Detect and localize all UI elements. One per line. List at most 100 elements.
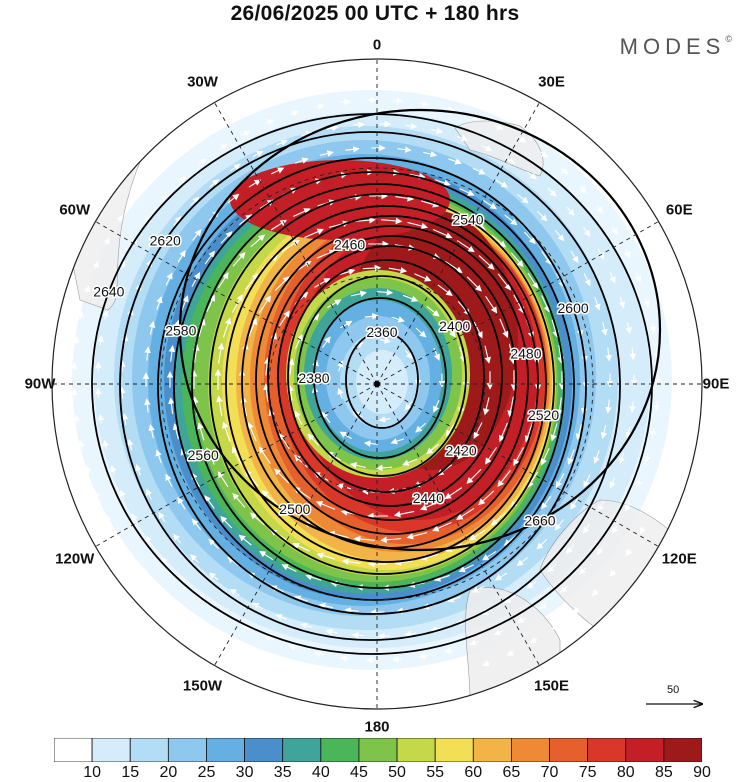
wind-arrow [457, 668, 466, 675]
wind-arrow [432, 521, 452, 532]
wind-arrow [339, 654, 350, 662]
wind-arrow [294, 410, 303, 426]
wind-arrow [206, 447, 215, 465]
wind-arrow [156, 296, 163, 310]
wind-arrow [378, 416, 391, 423]
wind-arrow [263, 357, 271, 376]
wind-arrow [145, 535, 152, 545]
wind-arrow [132, 559, 139, 567]
wind-arrow [517, 194, 529, 204]
wind-arrow [261, 490, 278, 505]
wind-arrow [473, 422, 483, 440]
wind-arrow [457, 444, 470, 460]
modes-logo: MODES© [620, 34, 732, 60]
wind-arrow [325, 628, 338, 636]
wind-arrow [609, 183, 616, 191]
colorbar-swatch [167, 738, 207, 762]
contour-label: 2580 [165, 323, 196, 339]
wind-arrow [119, 260, 126, 270]
wind-arrow [314, 278, 331, 288]
wind-arrow [624, 249, 631, 259]
wind-arrow [437, 284, 453, 297]
wind-arrow [541, 251, 552, 265]
colorbar-tick-label: 15 [121, 764, 140, 781]
wind-arrow [220, 515, 233, 529]
wind-arrow [466, 276, 482, 292]
wind-arrow [222, 421, 231, 442]
wind-arrow [600, 425, 608, 440]
wind-arrow [229, 645, 238, 652]
wind-arrow [362, 264, 382, 272]
wind-arrow [380, 536, 402, 544]
wind-arrow [206, 294, 216, 312]
wind-arrow [364, 312, 379, 320]
wind-arrow [265, 119, 275, 126]
longitude-label: 150W [182, 677, 223, 695]
wind-arrow [119, 360, 126, 373]
wind-arrow [426, 306, 440, 317]
wind-arrow [565, 544, 575, 554]
colorbar-swatch [625, 738, 665, 762]
wind-arrow [148, 320, 156, 335]
wind-arrow [248, 317, 258, 338]
wind-arrow [121, 334, 129, 347]
wind-arrow [541, 295, 550, 313]
wind-arrow [381, 217, 403, 225]
contour-line [313, 297, 447, 459]
colorbar-tick-label: 85 [654, 764, 673, 781]
wind-arrow [478, 255, 495, 270]
colorbar-tick-label: 75 [578, 764, 597, 781]
wind-arrow [539, 150, 549, 158]
wind-arrow [644, 453, 651, 464]
wind-arrow [328, 76, 338, 83]
wind-arrow [539, 602, 548, 609]
wind-arrow [120, 489, 127, 499]
wind-arrow [148, 173, 155, 181]
wind-arrow [593, 450, 600, 464]
colorbar-swatch [91, 738, 131, 762]
wind-arrow [300, 622, 312, 629]
wind-arrow [526, 171, 537, 180]
contour-labels: 2660 2640 2620 2600 2580 2560 2540 2520 2500 2480… [92, 210, 591, 530]
wind-arrow [570, 250, 579, 264]
wind-arrow [341, 558, 361, 565]
wind-arrow [161, 194, 168, 203]
wind-arrow [277, 89, 287, 96]
wind-arrow [566, 206, 575, 216]
wind-arrow [472, 167, 486, 175]
wind-arrow [354, 216, 376, 224]
wind-arrow [673, 324, 681, 333]
wind-arrow [109, 284, 116, 295]
wind-arrow [466, 468, 482, 484]
wind-arrow [483, 92, 492, 99]
wind-arrow [168, 345, 176, 362]
wind-arrow [313, 650, 324, 658]
meridian-line [376, 102, 540, 385]
wind-arrow [547, 187, 557, 197]
wind-arrow [527, 272, 539, 289]
wind-arrow [459, 346, 466, 363]
wind-arrow [92, 260, 99, 269]
colorbar-tick-label: 80 [616, 764, 635, 781]
contour-line [345, 331, 419, 429]
wind-arrow [493, 629, 503, 636]
wind-arrow [294, 595, 308, 602]
wind-arrow [247, 421, 257, 442]
wind-arrow [597, 248, 605, 260]
wind-arrow [570, 497, 579, 510]
wind-arrow [148, 579, 156, 587]
wind-arrow [363, 440, 378, 447]
wind-arrow [551, 622, 560, 630]
wind-arrow [404, 630, 417, 638]
wind-arrow [583, 273, 591, 287]
contour-label: 2520 [528, 407, 559, 423]
contour-label: 2660 [524, 513, 555, 529]
wind-arrow [415, 422, 426, 433]
wind-arrow [536, 538, 548, 550]
wind-arrow [504, 596, 515, 603]
wind-arrow [433, 347, 440, 361]
wind-arrow [430, 625, 443, 633]
wind-arrow [629, 400, 636, 413]
wind-arrow [391, 316, 405, 323]
wind-arrow [78, 440, 85, 449]
